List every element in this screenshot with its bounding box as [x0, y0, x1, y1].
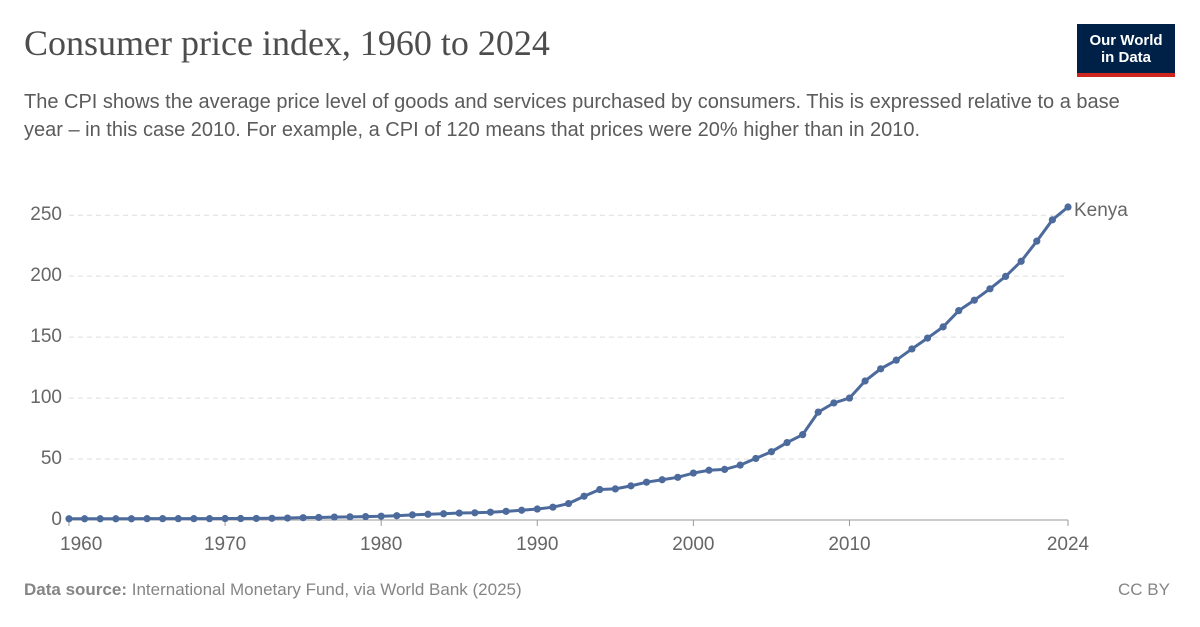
point: [1017, 257, 1025, 265]
point: [127, 515, 136, 523]
point: [1033, 237, 1041, 245]
point: [814, 408, 822, 416]
source-label: Data source:: [24, 580, 127, 599]
point: [642, 478, 651, 486]
y-tick-label: 200: [30, 265, 62, 286]
chart-title: Consumer price index, 1960 to 2024: [24, 23, 550, 63]
point: [1048, 216, 1056, 224]
y-tick-label: 50: [41, 448, 62, 469]
x-tick-label: 2000: [672, 534, 714, 555]
point: [440, 510, 448, 518]
point: [96, 515, 104, 523]
point: [237, 514, 245, 523]
x-tick-label: 2024: [1047, 534, 1090, 555]
point: [1064, 203, 1072, 211]
logo-line: in Data: [1100, 49, 1151, 66]
point: [720, 465, 729, 474]
point: [799, 431, 807, 439]
point: [252, 514, 260, 523]
logo-line: Our World: [1089, 32, 1163, 49]
point: [518, 506, 526, 514]
x-tick-label: 1960: [60, 534, 102, 555]
point: [611, 485, 619, 493]
y-tick-label: 150: [30, 326, 62, 347]
line: [69, 205, 1069, 521]
x-tick-label: 1980: [360, 534, 402, 555]
point: [845, 394, 854, 402]
point: [361, 512, 370, 521]
point: [752, 454, 760, 463]
point: [81, 515, 89, 523]
point: [221, 514, 229, 523]
footer: Data source: International Monetary Fund…: [24, 580, 522, 600]
point: [861, 377, 869, 385]
series-label: Kenya: [1074, 200, 1128, 221]
point: [299, 514, 307, 522]
point: [970, 296, 978, 304]
point: [143, 515, 151, 523]
point: [190, 515, 198, 523]
point: [549, 503, 557, 511]
point: [112, 515, 120, 523]
point: [424, 510, 432, 518]
x-tick-label: 1970: [204, 534, 246, 555]
point: [393, 512, 401, 520]
point: [674, 473, 682, 481]
x-tick-label: 2010: [828, 534, 870, 555]
point: [908, 345, 916, 353]
point: [174, 515, 182, 523]
source: International Monetary Fund, via World B…: [131, 580, 522, 599]
point: [471, 509, 479, 517]
point: [892, 356, 900, 364]
point: [939, 323, 947, 331]
point: [955, 307, 963, 315]
point: [268, 514, 276, 522]
chart-subtitle: The CPI shows the average price level of…: [24, 91, 1120, 141]
point: [705, 466, 713, 474]
point: [283, 514, 292, 522]
point: [564, 499, 573, 508]
point: [596, 485, 604, 494]
point: [689, 469, 697, 477]
point: [783, 438, 791, 447]
y-tick-label: 0: [51, 509, 62, 530]
point: [533, 505, 541, 513]
point: [830, 399, 838, 407]
point: [767, 448, 776, 456]
point: [408, 511, 417, 519]
point: [377, 512, 385, 520]
point: [159, 515, 167, 523]
point: [627, 482, 635, 490]
point: [502, 507, 510, 515]
point: [736, 461, 744, 469]
logo[interactable]: Our World in Data: [1077, 24, 1175, 77]
point: [986, 285, 994, 293]
point: [486, 508, 495, 516]
license[interactable]: CC BY: [1118, 580, 1170, 599]
point: [315, 513, 323, 522]
point: [205, 515, 214, 523]
point: [580, 492, 588, 500]
point: [330, 513, 338, 521]
point: [65, 515, 73, 523]
point: [346, 513, 354, 521]
point: [923, 334, 932, 342]
point: [658, 476, 666, 484]
point: [877, 365, 885, 373]
point: [455, 509, 463, 517]
point: [1001, 272, 1010, 280]
x-tick-label: 1990: [516, 534, 558, 555]
y-tick-label: 250: [30, 204, 62, 225]
y-tick-label: 100: [30, 387, 62, 408]
